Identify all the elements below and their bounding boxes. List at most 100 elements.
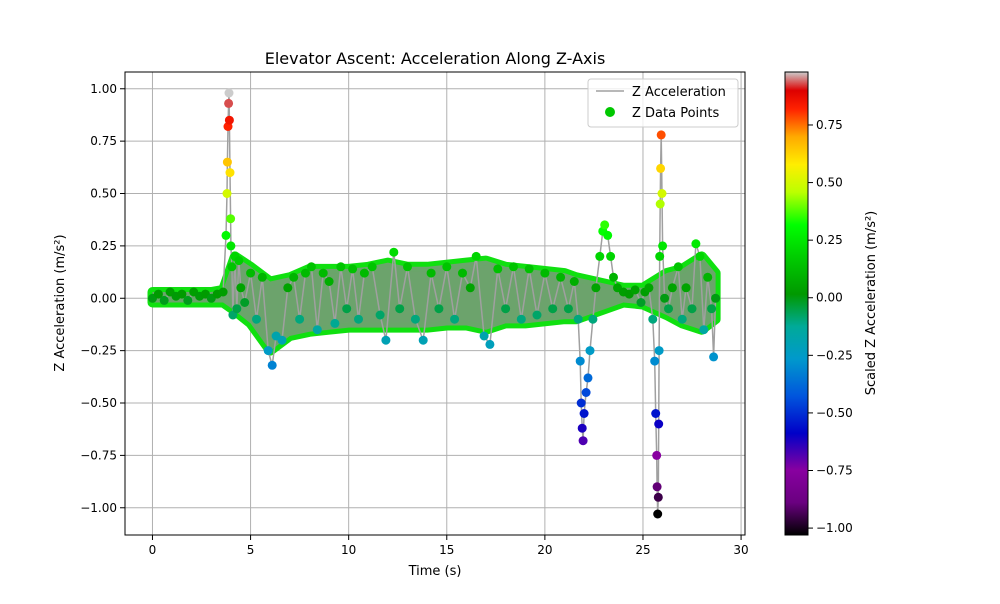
x-axis-ticks: 0 5 10 15 20 25 30: [149, 535, 749, 557]
data-point: [695, 251, 705, 261]
data-point: [501, 304, 511, 314]
data-point: [263, 346, 273, 356]
data-point: [381, 335, 391, 345]
data-point: [509, 262, 518, 272]
data-point: [277, 335, 287, 345]
x-tick-label: 15: [439, 543, 454, 557]
colorbar-ticks: −1.00 −0.75 −0.50 −0.25 0.00 0.25 0.50 0.75: [808, 118, 853, 535]
data-point: [711, 293, 721, 303]
data-point: [218, 287, 228, 297]
y-tick-label: 0.75: [90, 134, 117, 148]
data-point: [630, 285, 640, 295]
y-tick-label: −0.25: [80, 344, 117, 358]
data-point: [652, 450, 662, 460]
data-point: [336, 262, 346, 272]
data-point: [418, 335, 428, 345]
data-point: [479, 331, 489, 341]
data-point: [301, 268, 310, 278]
data-point: [653, 492, 663, 502]
data-point: [236, 283, 246, 293]
data-point: [225, 168, 235, 178]
legend-entry-line: Z Acceleration: [632, 85, 726, 100]
data-point: [573, 314, 583, 324]
data-point: [410, 314, 420, 324]
data-point: [465, 283, 475, 293]
data-point: [707, 304, 717, 314]
legend-point-swatch: [605, 107, 615, 117]
data-point: [222, 157, 232, 167]
x-tick-label: 10: [341, 543, 356, 557]
data-point: [699, 325, 709, 335]
data-point: [578, 436, 588, 446]
data-point: [653, 509, 663, 519]
x-tick-label: 25: [635, 543, 650, 557]
x-tick-label: 30: [733, 543, 748, 557]
data-point: [450, 314, 460, 324]
data-point: [516, 314, 526, 324]
data-point: [159, 295, 169, 305]
colorbar: [784, 71, 809, 536]
data-point: [644, 283, 654, 293]
data-point: [609, 272, 618, 282]
data-point: [183, 295, 193, 305]
data-point: [224, 98, 234, 108]
data-point: [224, 88, 234, 98]
data-point: [691, 239, 701, 249]
data-point: [581, 388, 591, 397]
data-point: [257, 272, 267, 282]
data-point: [224, 115, 234, 125]
data-point: [576, 398, 586, 408]
data-point: [577, 423, 587, 433]
colorbar-tick-label: 0.75: [816, 118, 843, 132]
data-point: [681, 283, 691, 293]
legend-box: [587, 78, 739, 128]
x-tick-label: 5: [247, 543, 255, 557]
data-point: [654, 419, 664, 429]
data-point: [375, 310, 385, 320]
data-point: [652, 482, 662, 492]
data-point: [709, 352, 719, 362]
data-point: [232, 304, 242, 314]
data-point: [603, 230, 613, 240]
data-point: [656, 130, 666, 140]
data-point: [267, 360, 277, 370]
x-tick-label: 20: [537, 543, 552, 557]
data-point: [354, 314, 363, 324]
y-tick-label: −1.00: [80, 501, 117, 515]
colorbar-tick-label: 0.25: [816, 233, 843, 247]
data-point: [548, 304, 558, 314]
data-point: [667, 283, 677, 293]
data-point: [664, 304, 673, 314]
data-point: [318, 268, 328, 278]
data-point: [654, 346, 664, 356]
data-point: [426, 268, 436, 278]
data-point: [434, 304, 444, 314]
data-point: [579, 409, 589, 418]
data-point: [673, 262, 683, 272]
data-point: [226, 241, 236, 251]
y-tick-label: 0.00: [90, 291, 117, 305]
data-point: [226, 214, 236, 224]
data-point: [657, 189, 667, 198]
data-point: [389, 247, 399, 257]
data-point: [556, 272, 566, 282]
chart-title: Elevator Ascent: Acceleration Along Z-Ax…: [265, 49, 606, 68]
y-tick-label: 1.00: [90, 82, 117, 96]
data-point: [651, 409, 661, 418]
data-point: [660, 293, 670, 303]
colorbar-tick-label: 0.50: [816, 176, 843, 190]
data-point: [342, 304, 352, 314]
data-point: [656, 163, 666, 173]
data-point: [234, 256, 244, 266]
data-point: [650, 356, 660, 366]
legend-entry-points: Z Data Points: [632, 106, 719, 121]
data-point: [658, 241, 668, 251]
data-point: [569, 277, 579, 286]
data-point: [359, 268, 369, 278]
y-axis-ticks: −1.00 −0.75 −0.50 −0.25 0.00 0.25 0.50 0.75 1.00: [80, 82, 125, 515]
data-point: [591, 283, 601, 293]
plot-area-frame: [124, 71, 746, 536]
data-point: [283, 283, 293, 293]
